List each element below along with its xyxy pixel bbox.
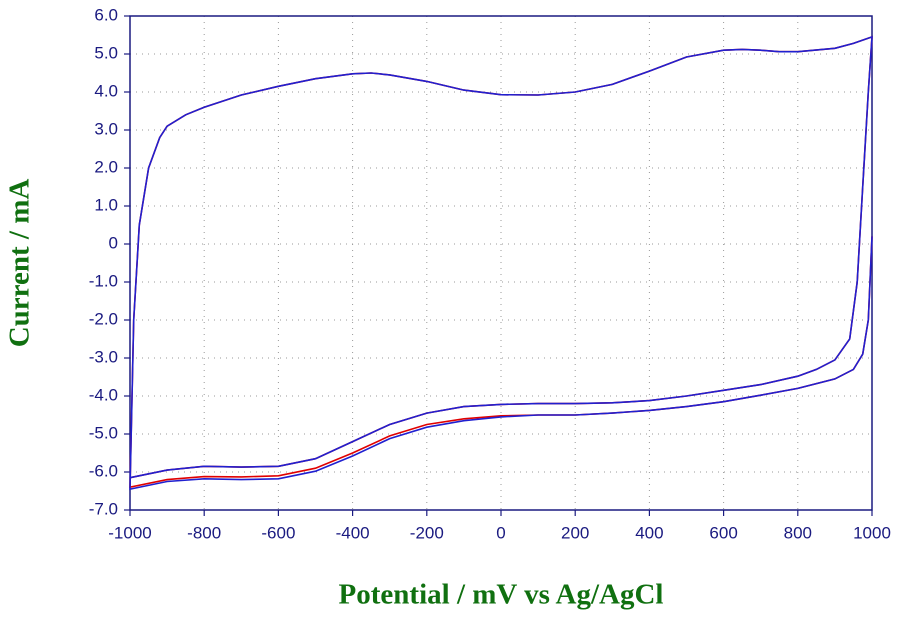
y-tick-label: 6.0 <box>94 5 118 24</box>
x-tick-label: 1000 <box>853 523 891 542</box>
x-tick-label: 0 <box>496 523 505 542</box>
x-tick-label: -800 <box>187 523 221 542</box>
x-tick-label: 600 <box>709 523 737 542</box>
x-tick-label: -200 <box>410 523 444 542</box>
x-tick-label: -600 <box>261 523 295 542</box>
y-tick-label: -1.0 <box>89 271 118 290</box>
cv-curve <box>129 35 873 491</box>
y-tick-label: -2.0 <box>89 309 118 328</box>
x-tick-label: 800 <box>784 523 812 542</box>
y-tick-label: 5.0 <box>94 43 118 62</box>
y-tick-label: -6.0 <box>89 461 118 480</box>
plot-frame <box>129 15 873 511</box>
x-tick-label: -1000 <box>108 523 151 542</box>
y-tick-label: 0 <box>109 233 118 252</box>
y-tick-label: 2.0 <box>94 157 118 176</box>
x-tick-label: 400 <box>635 523 663 542</box>
y-tick-label: -7.0 <box>89 499 118 518</box>
y-axis-label: Current / mA <box>4 179 36 348</box>
y-tick-label: 1.0 <box>94 195 118 214</box>
y-tick-label: 3.0 <box>94 119 118 138</box>
y-tick-label: 4.0 <box>94 81 118 100</box>
x-axis-label: Potential / mV vs Ag/AgCl <box>339 579 664 611</box>
x-tick-label: -400 <box>336 523 370 542</box>
y-tick-label: -5.0 <box>89 423 118 442</box>
y-tick-label: -4.0 <box>89 385 118 404</box>
x-tick-label: 200 <box>561 523 589 542</box>
y-tick-label: -3.0 <box>89 347 118 366</box>
